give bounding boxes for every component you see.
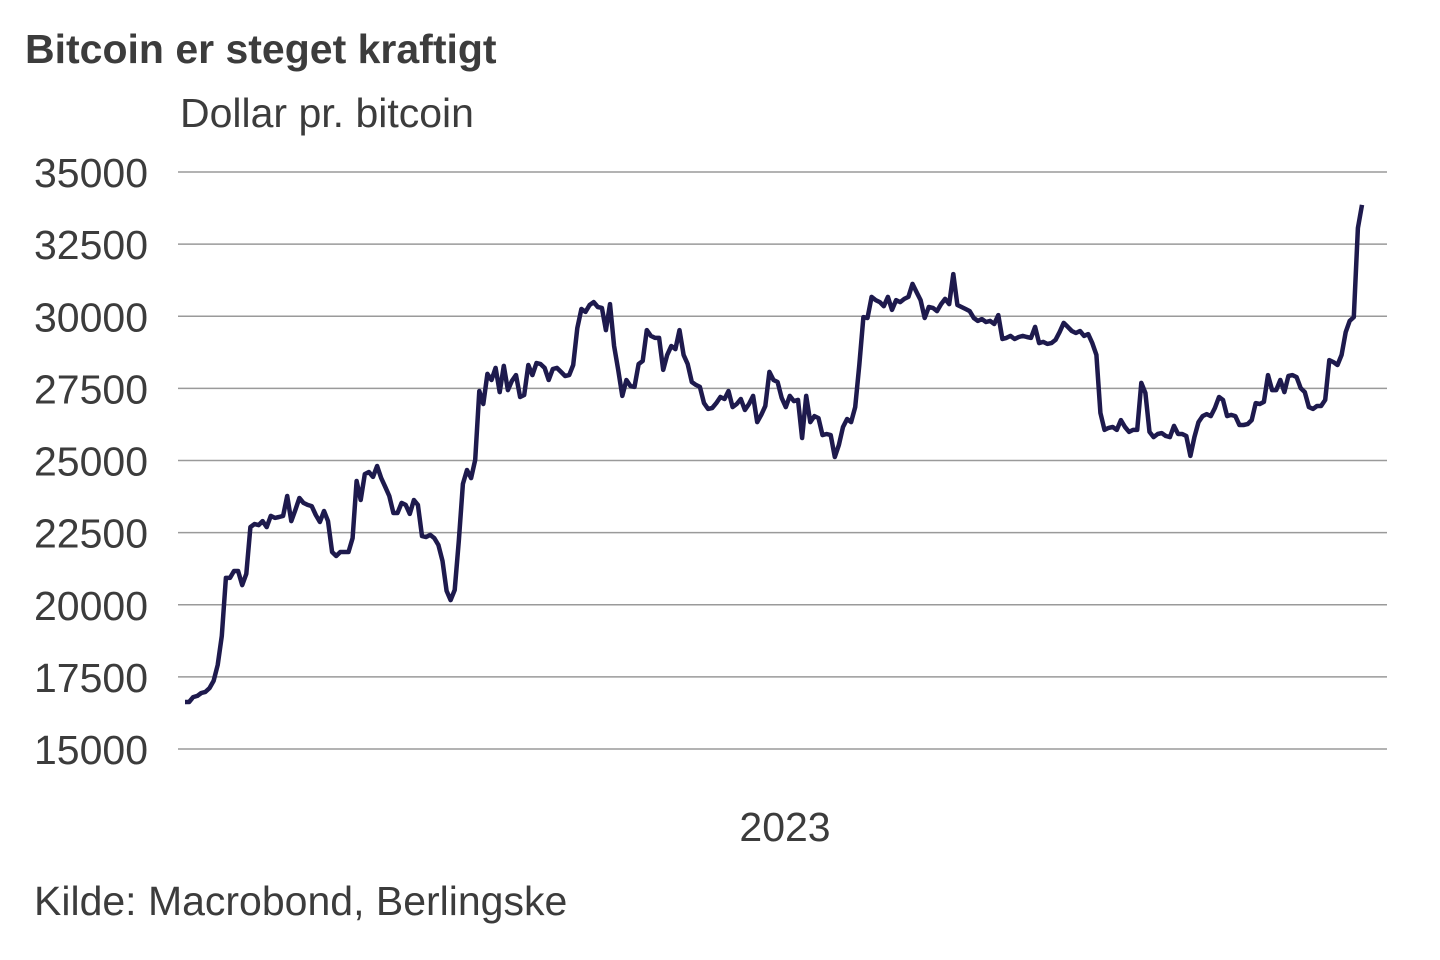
y-tick-label: 25000 [34,439,148,485]
y-tick-label: 27500 [34,366,148,412]
y-tick-label: 17500 [34,655,148,701]
y-tick-label: 32500 [34,222,148,268]
y-tick-label: 15000 [34,727,148,773]
y-tick-label: 35000 [34,150,148,196]
x-tick-label: 2023 [739,804,830,850]
bitcoin-price-line [185,204,1365,705]
y-tick-label: 30000 [34,294,148,340]
source-note: Kilde: Macrobond, Berlingske [34,878,568,924]
y-tick-label: 20000 [34,583,148,629]
y-tick-label: 22500 [34,511,148,557]
chart-title: Bitcoin er steget kraftigt [25,26,497,72]
y-axis-label: Dollar pr. bitcoin [180,90,474,136]
